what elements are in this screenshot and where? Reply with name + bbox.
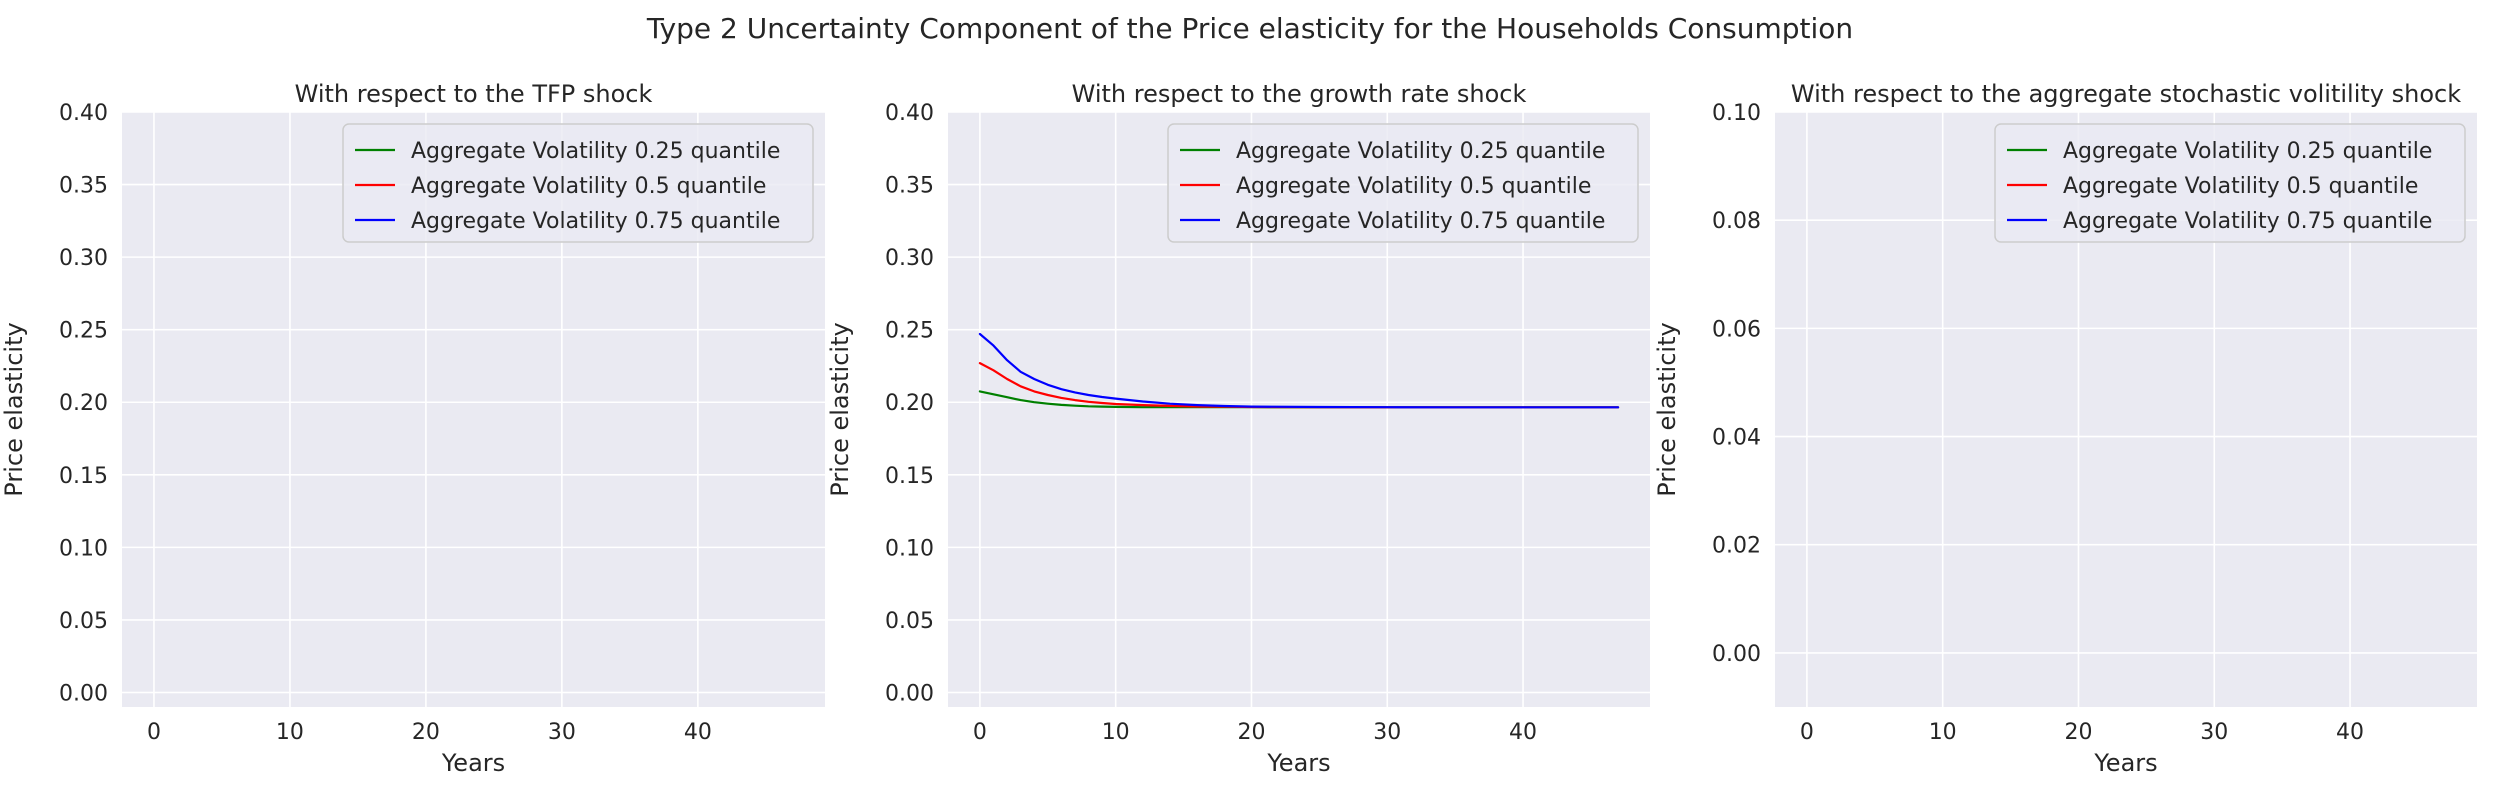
legend-label: Aggregate Volatility 0.5 quantile [2063,174,2418,199]
legend: Aggregate Volatility 0.25 quantile Aggreg… [1994,123,2466,243]
legend-label: Aggregate Volatility 0.25 quantile [1236,139,1605,164]
y-tick-label: 0.02 [1712,534,1761,559]
legend: Aggregate Volatility 0.25 quantile Aggreg… [342,123,814,243]
y-tick-label: 0.35 [59,174,108,199]
figure-suptitle: Type 2 Uncertainty Component of the Pric… [646,12,1853,45]
y-axis-label: Price elasticity [1653,322,1681,496]
x-tick-label: 0 [147,720,161,745]
x-tick-label: 30 [2200,720,2228,745]
y-tick-label: 0.15 [59,464,108,489]
legend-label: Aggregate Volatility 0.75 quantile [1236,209,1605,234]
y-tick-label: 0.15 [885,464,934,489]
y-tick-label: 0.30 [885,246,934,271]
y-tick-label: 0.25 [885,319,934,344]
x-axis-label: Years [2093,749,2157,777]
x-axis-label: Years [1266,749,1330,777]
x-tick-label: 30 [1373,720,1401,745]
y-tick-label: 0.00 [1712,642,1761,667]
y-tick-label: 0.08 [1712,209,1761,234]
x-tick-label: 10 [1102,720,1130,745]
y-tick-label: 0.00 [59,681,108,706]
subplot-2: 0 10 20 30 40 0.00 0.05 0.10 0.15 0.20 0.25 0.30 0.3… [826,80,1650,777]
y-axis-label: Price elasticity [826,322,854,496]
x-tick-label: 40 [1509,720,1537,745]
legend-label: Aggregate Volatility 0.25 quantile [2063,139,2432,164]
x-tick-label: 20 [412,720,440,745]
subplot-title: With respect to the growth rate shock [1072,80,1527,108]
y-tick-label: 0.20 [885,391,934,416]
y-tick-label: 0.20 [59,391,108,416]
x-tick-label: 0 [1800,720,1814,745]
x-axis-label: Years [441,749,505,777]
x-tick-label: 10 [1929,720,1957,745]
subplot-title: With respect to the TFP shock [295,80,653,108]
y-tick-label: 0.00 [885,681,934,706]
y-tick-label: 0.06 [1712,317,1761,342]
legend-frame [1167,123,1639,243]
legend-label: Aggregate Volatility 0.5 quantile [1236,174,1591,199]
subplot-1: 0 10 20 30 40 0.00 0.05 0.10 0.15 0.20 0.25 0.30 0.3… [0,80,825,777]
y-tick-label: 0.10 [885,536,934,561]
legend-label: Aggregate Volatility 0.75 quantile [411,209,780,234]
legend-label: Aggregate Volatility 0.75 quantile [2063,209,2432,234]
legend-frame [342,123,814,243]
x-tick-label: 20 [2064,720,2092,745]
legend: Aggregate Volatility 0.25 quantile Aggreg… [1167,123,1639,243]
x-tick-label: 30 [548,720,576,745]
x-tick-label: 20 [1237,720,1265,745]
y-tick-label: 0.35 [885,174,934,199]
x-tick-label: 40 [684,720,712,745]
legend-frame [1994,123,2466,243]
y-tick-label: 0.10 [59,536,108,561]
x-tick-label: 10 [276,720,304,745]
series-line-3 [978,332,1620,409]
x-tick-label: 0 [973,720,987,745]
y-tick-label: 0.10 [1712,101,1761,126]
y-tick-label: 0.04 [1712,426,1761,451]
y-tick-label: 0.25 [59,319,108,344]
subplot-title: With respect to the aggregate stochastic… [1791,80,2461,108]
y-tick-label: 0.05 [59,609,108,634]
y-tick-label: 0.40 [59,101,108,126]
subplot-3: 0 10 20 30 40 0.00 0.02 0.04 0.06 0.08 0.10 With re… [1653,80,2477,777]
legend-label: Aggregate Volatility 0.25 quantile [411,139,780,164]
legend-label: Aggregate Volatility 0.5 quantile [411,174,766,199]
y-tick-label: 0.40 [885,101,934,126]
x-tick-label: 40 [2336,720,2364,745]
y-axis-label: Price elasticity [0,322,28,496]
y-tick-label: 0.05 [885,609,934,634]
y-tick-label: 0.30 [59,246,108,271]
